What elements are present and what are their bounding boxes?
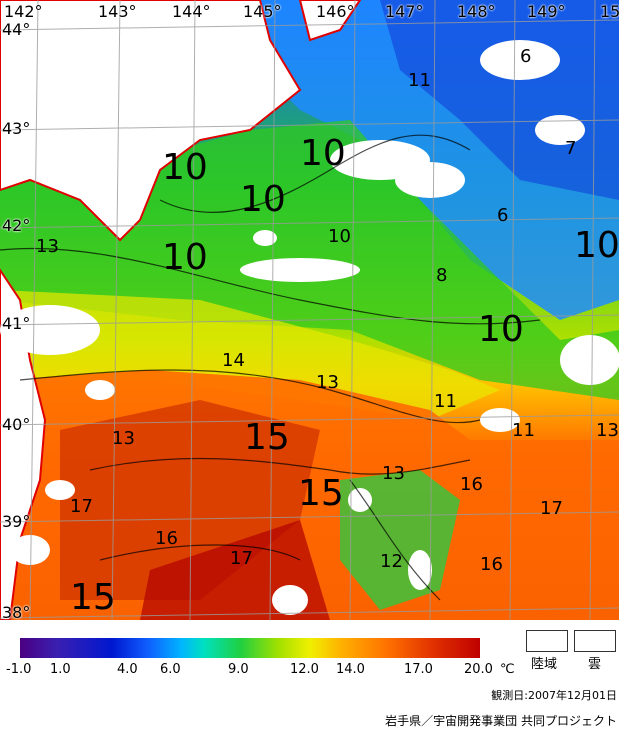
scale-tick: 1.0 xyxy=(50,662,71,677)
scale-tick: 4.0 xyxy=(117,662,138,677)
cloud-swatch xyxy=(574,630,616,652)
isotherm-label: 11 xyxy=(512,420,535,441)
isotherm-contours xyxy=(0,134,541,601)
graticule xyxy=(0,0,619,620)
longitude-label: 15 xyxy=(600,2,619,21)
hokkaido-land xyxy=(0,0,302,242)
isotherm-label: 16 xyxy=(460,474,483,495)
isotherm-label: 7 xyxy=(565,138,577,159)
isotherm-label: 17 xyxy=(540,498,563,519)
cloud-patches xyxy=(0,40,619,615)
latitude-label: 41° xyxy=(2,314,31,333)
isotherm-label: 16 xyxy=(480,554,503,575)
isotherm-label: 10 xyxy=(162,147,208,188)
isotherm-label: 15 xyxy=(244,417,290,458)
coldest-water-region xyxy=(380,0,619,200)
isotherm-label: 12 xyxy=(380,551,403,572)
longitude-label: 143° xyxy=(98,2,137,21)
latitude-label: 40° xyxy=(2,415,31,434)
isotherm-label: 6 xyxy=(520,46,532,67)
isotherm-label: 8 xyxy=(436,265,448,286)
temperature-colorbar xyxy=(20,638,480,658)
isotherm-label: 10 xyxy=(300,133,346,174)
isotherm-label: 17 xyxy=(230,548,253,569)
scale-tick: 9.0 xyxy=(228,662,249,677)
land-swatch xyxy=(526,630,568,652)
isotherm-label: 13 xyxy=(596,420,619,441)
cloud-label: 雲 xyxy=(588,657,602,672)
isotherm-label: 13 xyxy=(36,236,59,257)
longitude-label: 144° xyxy=(172,2,211,21)
longitude-label: 149° xyxy=(527,2,566,21)
scale-tick: 17.0 xyxy=(404,662,433,677)
isotherm-label: 10 xyxy=(162,237,208,278)
scale-tick: 6.0 xyxy=(160,662,181,677)
legend-panel: -1.0 1.0 4.0 6.0 9.0 12.0 14.0 17.0 20.0… xyxy=(0,620,619,728)
isotherm-label: 13 xyxy=(382,463,405,484)
latitude-label: 44° xyxy=(2,20,31,39)
longitude-label: 147° xyxy=(385,2,424,21)
isotherm-label: 10 xyxy=(478,309,524,350)
longitude-label: 146° xyxy=(316,2,355,21)
credit-line: 岩手県／宇宙開発事業団 共同プロジェクト xyxy=(385,714,617,728)
scale-tick: 20.0 xyxy=(464,662,493,677)
isotherm-label: 13 xyxy=(112,428,135,449)
longitude-label: 148° xyxy=(457,2,496,21)
longitude-label: 142° xyxy=(4,2,43,21)
observation-date: 観測日:2007年12月01日 xyxy=(491,689,617,702)
kuril-land xyxy=(298,0,362,42)
isotherm-label: 14 xyxy=(222,350,245,371)
scale-tick: 12.0 xyxy=(290,662,319,677)
isotherm-label: 10 xyxy=(574,225,619,266)
isotherm-label: 16 xyxy=(155,528,178,549)
sst-field xyxy=(0,0,619,620)
isotherm-label: 11 xyxy=(434,391,457,412)
sst-map: 142° 143° 144° 145° 146° 147° 148° 149° … xyxy=(0,0,619,620)
latitude-label: 38° xyxy=(2,603,31,620)
isotherm-label: 6 xyxy=(497,205,509,226)
latitude-label: 42° xyxy=(2,216,31,235)
scale-tick: -1.0 xyxy=(6,662,32,677)
land-label: 陸域 xyxy=(531,657,558,672)
longitude-label: 145° xyxy=(243,2,282,21)
isotherm-label: 17 xyxy=(70,496,93,517)
isotherm-label: 15 xyxy=(298,473,344,514)
isotherm-label: 11 xyxy=(408,70,431,91)
isotherm-label: 10 xyxy=(328,226,351,247)
latitude-label: 43° xyxy=(2,119,31,138)
isotherm-label: 10 xyxy=(240,179,286,220)
latitude-label: 39° xyxy=(2,512,31,531)
unit-label: ℃ xyxy=(500,662,515,677)
scale-tick: 14.0 xyxy=(336,662,365,677)
isotherm-label: 13 xyxy=(316,372,339,393)
isotherm-label: 15 xyxy=(70,577,116,618)
